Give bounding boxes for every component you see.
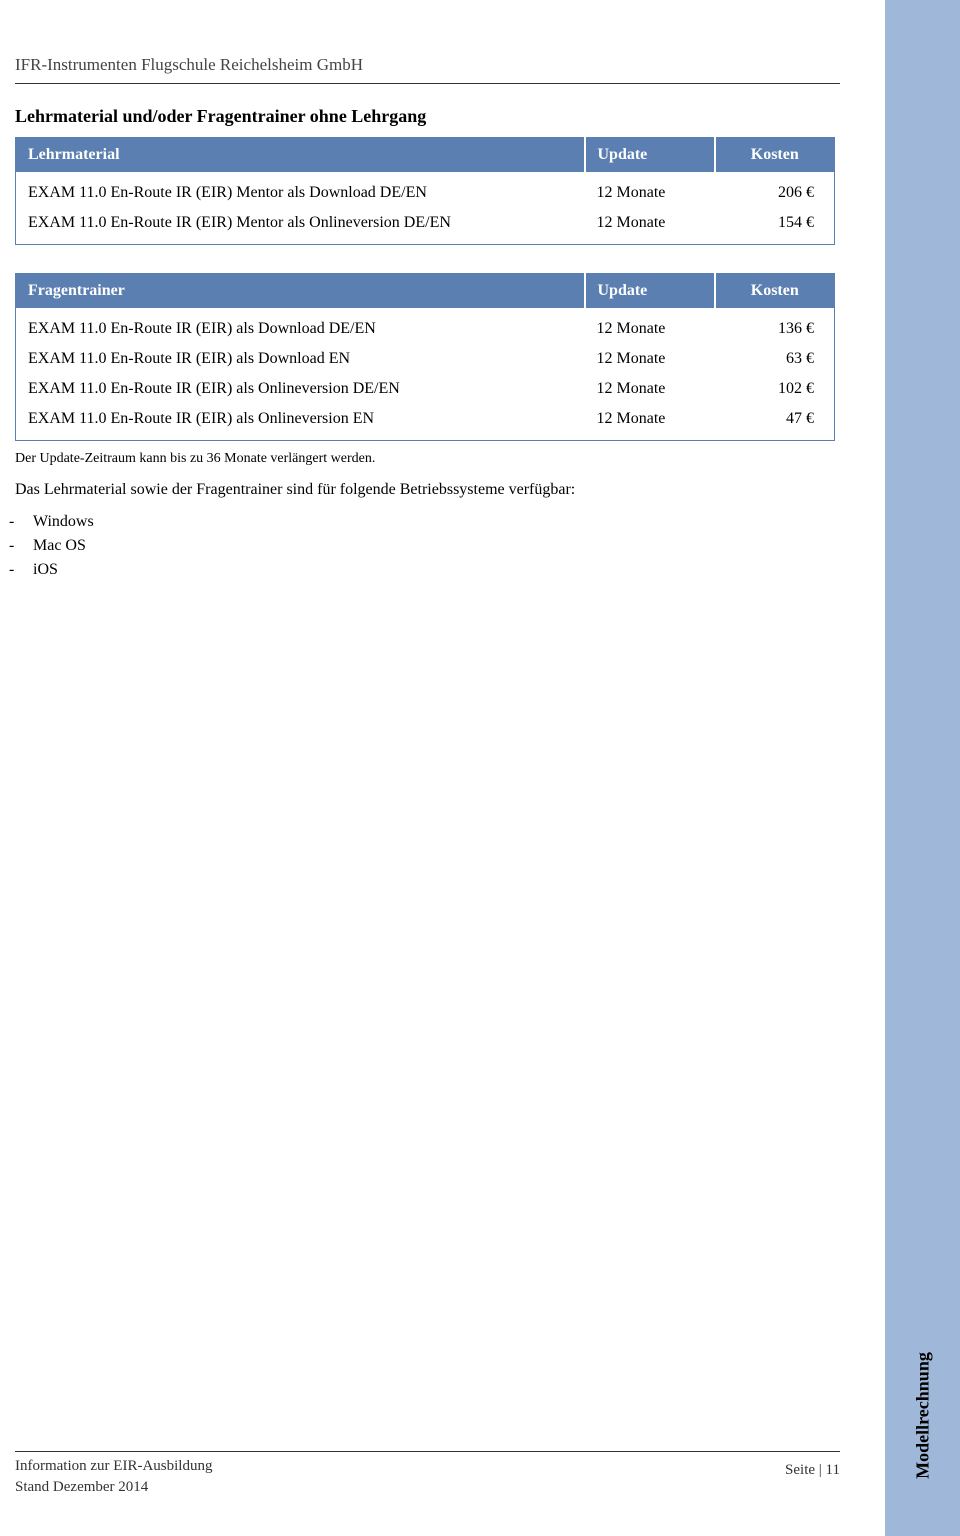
company-header: IFR-Instrumenten Flugschule Reichelsheim… (15, 55, 840, 84)
os-intro-text: Das Lehrmaterial sowie der Fragentrainer… (15, 481, 840, 499)
cell-cost: 206 € (715, 172, 835, 208)
cell-name: EXAM 11.0 En-Route IR (EIR) Mentor als D… (16, 172, 585, 208)
table-header-name: Fragentrainer (16, 274, 585, 309)
page-footer: Information zur EIR-Ausbildung Stand Dez… (15, 1451, 840, 1496)
cell-cost: 47 € (715, 404, 835, 441)
table-header-update: Update (585, 138, 715, 173)
table-header-cost: Kosten (715, 138, 835, 173)
table-row: EXAM 11.0 En-Route IR (EIR) Mentor als D… (16, 172, 835, 208)
cell-name: EXAM 11.0 En-Route IR (EIR) als Download… (16, 344, 585, 374)
cell-update: 12 Monate (585, 208, 715, 245)
cell-name: EXAM 11.0 En-Route IR (EIR) als Download… (16, 308, 585, 344)
table-row: EXAM 11.0 En-Route IR (EIR) als Download… (16, 344, 835, 374)
cell-cost: 154 € (715, 208, 835, 245)
table-row: EXAM 11.0 En-Route IR (EIR) als Download… (16, 308, 835, 344)
table-lehrmaterial: Lehrmaterial Update Kosten EXAM 11.0 En-… (15, 137, 835, 245)
cell-update: 12 Monate (585, 172, 715, 208)
table-header-cost: Kosten (715, 274, 835, 309)
cell-update: 12 Monate (585, 308, 715, 344)
sidebar-label: Modellrechnung (912, 1352, 933, 1479)
footer-page-number: Seite | 11 (785, 1462, 840, 1479)
section-title: Lehrmaterial und/oder Fragentrainer ohne… (15, 106, 840, 127)
table-row: EXAM 11.0 En-Route IR (EIR) als Onlineve… (16, 374, 835, 404)
list-item: Windows (33, 513, 840, 531)
page-content: IFR-Instrumenten Flugschule Reichelsheim… (0, 0, 885, 585)
cell-update: 12 Monate (585, 404, 715, 441)
table-fragentrainer: Fragentrainer Update Kosten EXAM 11.0 En… (15, 273, 835, 441)
cell-cost: 136 € (715, 308, 835, 344)
list-item: Mac OS (33, 537, 840, 555)
update-note: Der Update-Zeitraum kann bis zu 36 Monat… (15, 451, 840, 467)
footer-title: Information zur EIR-Ausbildung (15, 1458, 840, 1475)
table-header-name: Lehrmaterial (16, 138, 585, 173)
cell-name: EXAM 11.0 En-Route IR (EIR) als Onlineve… (16, 374, 585, 404)
cell-name: EXAM 11.0 En-Route IR (EIR) als Onlineve… (16, 404, 585, 441)
cell-update: 12 Monate (585, 374, 715, 404)
table-row: EXAM 11.0 En-Route IR (EIR) als Onlineve… (16, 404, 835, 441)
list-item: iOS (33, 561, 840, 579)
sidebar-tab: Modellrechnung (885, 0, 960, 1536)
table-header-update: Update (585, 274, 715, 309)
cell-name: EXAM 11.0 En-Route IR (EIR) Mentor als O… (16, 208, 585, 245)
cell-update: 12 Monate (585, 344, 715, 374)
table-row: EXAM 11.0 En-Route IR (EIR) Mentor als O… (16, 208, 835, 245)
cell-cost: 102 € (715, 374, 835, 404)
cell-cost: 63 € (715, 344, 835, 374)
os-list: Windows Mac OS iOS (15, 513, 840, 579)
footer-date: Stand Dezember 2014 (15, 1479, 840, 1496)
